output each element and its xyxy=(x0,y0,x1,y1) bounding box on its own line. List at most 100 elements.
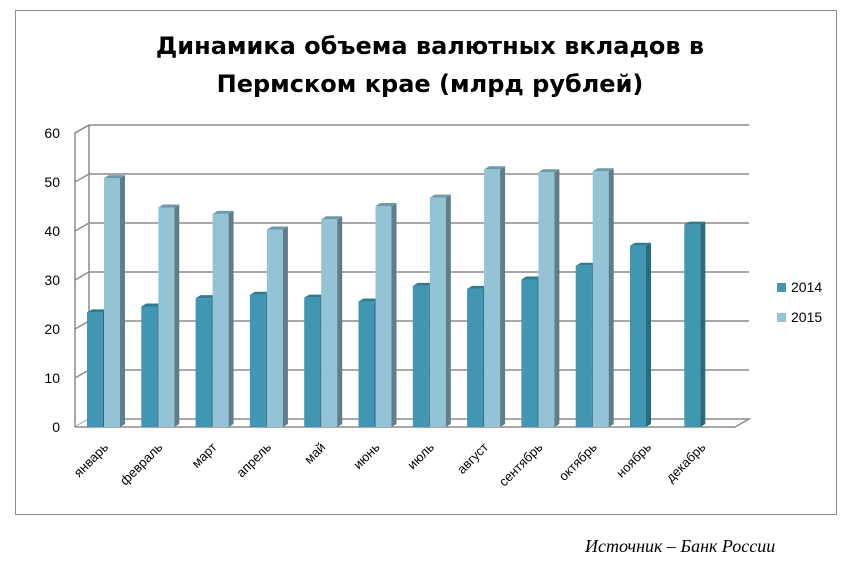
bar-front xyxy=(249,294,266,427)
x-tick-label: ноябрь xyxy=(613,439,654,480)
gridline xyxy=(74,271,749,281)
bar-side xyxy=(174,204,180,427)
bar-top xyxy=(375,203,397,207)
bar-top xyxy=(538,169,560,173)
legend-label-2014: 2014 xyxy=(791,279,822,295)
bar-front xyxy=(521,279,538,427)
gridline xyxy=(74,124,749,134)
bar-front xyxy=(321,219,338,427)
source-note: Источник – Банк России xyxy=(585,536,776,556)
x-tick-label: декабрь xyxy=(663,439,709,485)
bar-2015-май xyxy=(321,216,343,427)
x-tick-label: май xyxy=(301,440,328,467)
chart-title-line-2: Пермском крае (млрд рублей) xyxy=(217,70,644,98)
bar-side xyxy=(554,169,560,427)
bar-top xyxy=(141,303,163,307)
y-tick-label: 60 xyxy=(44,125,60,141)
x-tick-label: июнь xyxy=(350,439,383,472)
bar-front xyxy=(104,178,120,427)
bar-front xyxy=(212,213,229,427)
bar-front xyxy=(484,169,501,427)
bar-top xyxy=(87,309,108,313)
bar-front xyxy=(195,298,212,427)
bar-2015-январь xyxy=(104,175,125,427)
x-tick-label: сентябрь xyxy=(496,439,546,489)
chart-title-line-1: Динамика объема валютных вкладов в xyxy=(156,32,704,60)
legend-swatch-2015 xyxy=(777,313,786,322)
y-tick-label: 10 xyxy=(44,370,60,386)
bar-side xyxy=(228,210,234,427)
bar-2014-декабрь xyxy=(684,221,706,427)
bar-top xyxy=(212,210,234,214)
x-tick-label: март xyxy=(189,439,220,470)
bar-front xyxy=(429,197,446,427)
bar-top xyxy=(592,168,614,172)
bar-top xyxy=(630,242,651,246)
bar-2015-сентябрь xyxy=(538,169,560,427)
bar-front xyxy=(266,229,283,427)
bar-2015-июнь xyxy=(375,203,397,427)
bar-front xyxy=(304,297,321,427)
bar-front xyxy=(684,224,701,427)
x-tick-label: июль xyxy=(404,439,437,472)
bar-top xyxy=(575,262,597,266)
y-tick-label: 0 xyxy=(52,419,60,435)
bar-side xyxy=(700,221,706,427)
bar-2015-апрель xyxy=(266,226,288,427)
x-tick-label: апрель xyxy=(233,439,274,480)
y-tick-label: 50 xyxy=(44,174,60,190)
bar-2014-ноябрь xyxy=(630,242,651,427)
bar-2015-октябрь xyxy=(592,168,614,427)
bar-top xyxy=(358,298,380,302)
bar-front xyxy=(467,288,484,427)
bar-side xyxy=(120,175,125,427)
bar-top xyxy=(104,175,125,179)
bar-side xyxy=(391,203,397,427)
bar-chart: Динамика объема валютных вкладов в Пермс… xyxy=(44,32,822,489)
bar-side xyxy=(445,194,451,427)
legend-swatch-2014 xyxy=(777,283,786,292)
x-tick-label: август xyxy=(454,439,491,476)
bar-front xyxy=(630,245,646,427)
bar-side xyxy=(282,226,288,427)
bar-top xyxy=(412,282,434,286)
bar-top xyxy=(684,221,706,225)
bar-top xyxy=(321,216,343,220)
bar-front xyxy=(358,301,375,427)
bar-front xyxy=(538,172,555,427)
bar-front xyxy=(592,171,609,427)
bar-top xyxy=(158,204,180,208)
bar-top xyxy=(195,295,217,299)
x-tick-label: январь xyxy=(71,439,112,480)
gridline xyxy=(74,222,749,232)
gridline xyxy=(74,173,749,183)
x-tick-label: февраль xyxy=(117,439,166,488)
bar-side xyxy=(500,166,506,427)
chart-frame xyxy=(15,10,837,515)
bar-top xyxy=(484,166,506,170)
bar-top xyxy=(429,194,451,198)
y-tick-label: 20 xyxy=(44,321,60,337)
bar-side xyxy=(337,216,343,427)
bar-side xyxy=(608,168,614,427)
bar-front xyxy=(141,306,158,427)
bar-top xyxy=(521,276,543,280)
bar-2015-март xyxy=(212,210,234,427)
bar-front xyxy=(575,265,592,427)
bar-top xyxy=(266,226,288,230)
legend-label-2015: 2015 xyxy=(791,309,822,325)
y-tick-label: 40 xyxy=(44,223,60,239)
bar-2015-август xyxy=(484,166,506,427)
bar-front xyxy=(412,285,429,427)
bar-2015-июль xyxy=(429,194,451,427)
y-tick-label: 30 xyxy=(44,272,60,288)
x-tick-label: октябрь xyxy=(556,439,600,483)
bar-top xyxy=(249,291,271,295)
bar-front xyxy=(158,207,175,427)
bar-side xyxy=(646,242,651,427)
bar-top xyxy=(304,294,326,298)
bar-top xyxy=(467,285,489,289)
bar-front xyxy=(375,206,392,427)
bar-2015-февраль xyxy=(158,204,180,427)
bar-front xyxy=(87,312,103,427)
